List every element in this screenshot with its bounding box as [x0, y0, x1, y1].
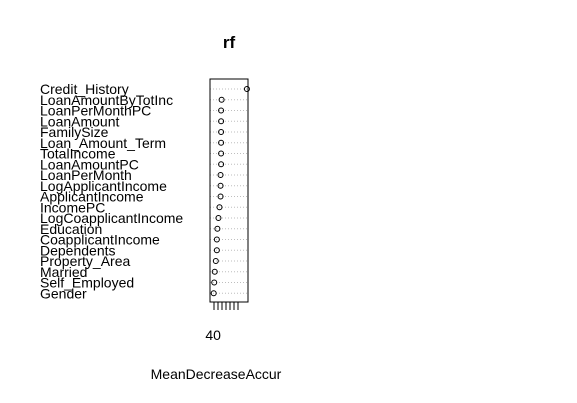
- data-point: [216, 204, 223, 211]
- chart-title: rf: [223, 33, 236, 52]
- category-label: Married: [40, 264, 87, 280]
- data-point: [210, 290, 217, 297]
- data-point: [218, 129, 225, 135]
- category-label: ApplicantIncome: [40, 189, 144, 205]
- data-point: [218, 161, 225, 168]
- category-label: LogCoapplicantIncome: [40, 210, 183, 226]
- data-point: [212, 258, 219, 264]
- category-label: LoanAmountByTotInc: [40, 92, 173, 108]
- data-point: [213, 236, 220, 243]
- category-label: LoanPerMonth: [40, 167, 132, 183]
- data-point: [243, 86, 250, 92]
- data-point: [211, 268, 218, 275]
- category-label: Gender: [40, 285, 87, 301]
- category-label: LogApplicantIncome: [40, 178, 167, 194]
- data-point: [217, 182, 224, 189]
- data-point: [218, 96, 225, 103]
- category-label: CoapplicantIncome: [40, 232, 160, 248]
- category-label: Dependents: [40, 242, 116, 258]
- category-labels: Credit_HistoryLoanAmountByTotIncLoanPerM…: [40, 81, 183, 301]
- data-point: [214, 225, 221, 232]
- data-point: [211, 279, 218, 286]
- data-point: [218, 150, 225, 157]
- data-point: [218, 107, 225, 114]
- category-label: LoanAmountPC: [40, 156, 139, 172]
- category-label: Credit_History: [40, 81, 129, 97]
- category-label: Education: [40, 221, 102, 237]
- data-point: [217, 193, 224, 200]
- data-point: [218, 118, 225, 125]
- data-point: [218, 139, 225, 146]
- x-tick-label: 40: [205, 327, 221, 343]
- category-label: LoanAmount: [40, 113, 120, 129]
- category-label: Self_Employed: [40, 275, 134, 291]
- data-points: [210, 86, 250, 297]
- category-label: LoanPerMonthPC: [40, 103, 151, 119]
- x-axis: 40: [205, 302, 239, 343]
- data-point: [215, 215, 222, 221]
- category-label: FamilySize: [40, 124, 109, 140]
- data-point: [213, 247, 220, 254]
- grid-lines: [210, 88, 248, 294]
- category-label: IncomePC: [40, 199, 105, 215]
- plot-frame: [209, 78, 249, 303]
- category-label: Property_Area: [40, 253, 130, 269]
- category-label: TotalIncome: [40, 146, 116, 162]
- category-label: Loan_Amount_Term: [40, 135, 166, 151]
- data-point: [217, 172, 224, 178]
- x-axis-label: MeanDecreaseAccur: [151, 366, 282, 382]
